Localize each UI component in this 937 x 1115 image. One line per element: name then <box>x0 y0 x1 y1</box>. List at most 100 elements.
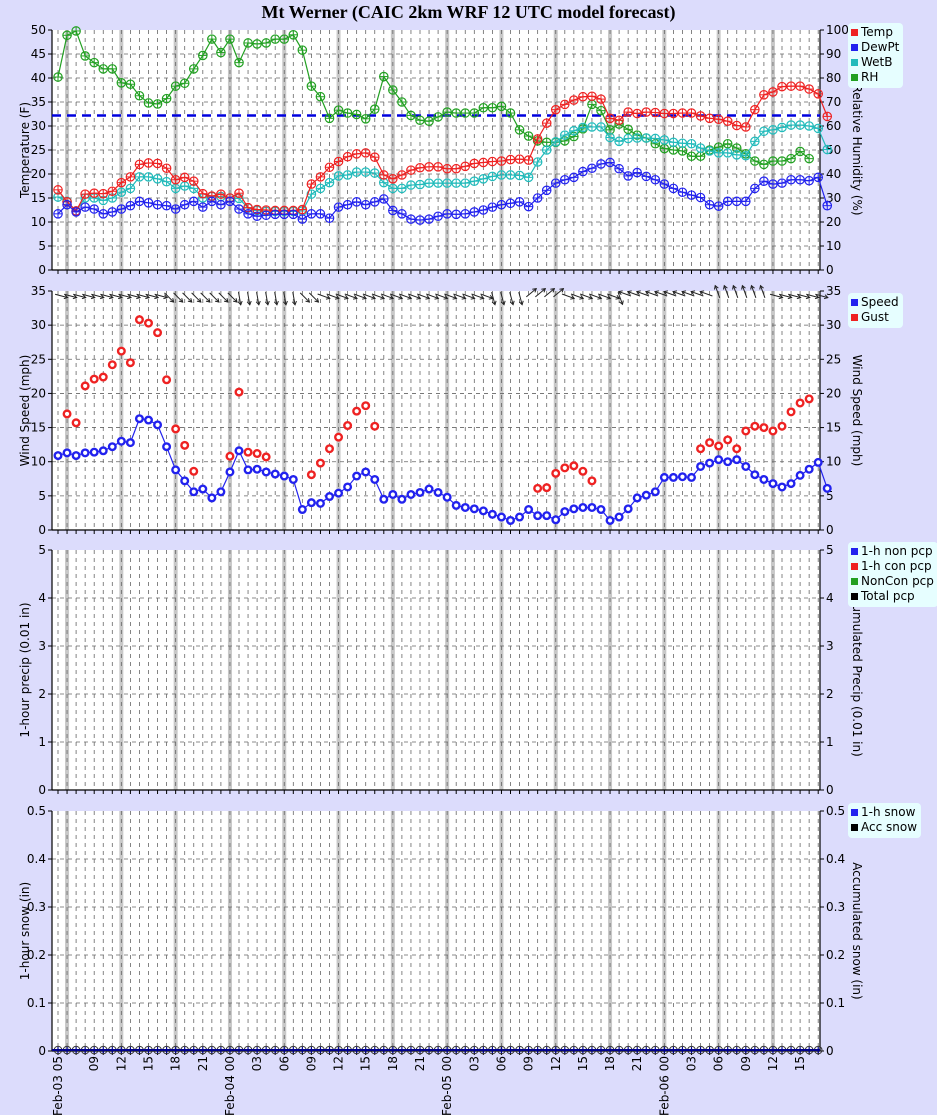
data-marker <box>125 358 135 368</box>
wind-arrow-head <box>461 294 467 300</box>
data-marker <box>333 105 344 115</box>
wind-arrow-head <box>136 294 141 300</box>
data-marker <box>306 470 316 480</box>
wind-arrow <box>91 293 104 299</box>
legend-item: 1-h non pcp <box>851 544 934 559</box>
data-marker <box>569 95 579 105</box>
legend-swatch <box>851 824 858 831</box>
data-marker <box>80 202 90 212</box>
data-marker <box>234 446 244 456</box>
ytick-label-right: 1 <box>826 735 834 749</box>
data-marker <box>107 360 117 370</box>
data-marker <box>306 179 317 189</box>
data-marker <box>107 186 118 197</box>
data-marker <box>732 455 742 465</box>
data-marker <box>686 151 697 162</box>
data-marker <box>252 39 262 49</box>
data-marker <box>596 122 606 132</box>
wind-arrow <box>760 285 766 298</box>
data-marker <box>723 435 733 445</box>
data-marker <box>107 64 118 74</box>
six-hour-bar <box>662 291 667 530</box>
data-marker <box>153 328 163 338</box>
data-marker <box>161 200 172 211</box>
data-marker <box>750 104 760 115</box>
wind-arrow <box>617 292 623 305</box>
wind-arrow-head <box>145 294 151 300</box>
wind-arrow-head <box>178 298 184 303</box>
wind-arrow-head <box>663 290 669 296</box>
wind-arrow <box>627 291 641 297</box>
data-marker <box>171 424 181 434</box>
data-marker <box>161 176 172 187</box>
data-marker <box>822 483 832 493</box>
data-marker <box>731 150 742 160</box>
ytick-label-left: 0.4 <box>27 852 46 866</box>
data-marker <box>152 99 163 109</box>
ytick-label-right: 0 <box>826 783 834 797</box>
wind-arrow-head <box>214 298 220 303</box>
legend-item: Speed <box>851 295 899 310</box>
data-marker <box>759 126 769 137</box>
data-marker <box>505 198 516 209</box>
ytick-label-left: 10 <box>31 215 46 229</box>
data-marker <box>514 170 525 181</box>
data-marker <box>306 498 316 508</box>
wind-arrow-head <box>154 294 160 300</box>
data-marker <box>80 51 90 61</box>
data-marker <box>786 407 796 417</box>
data-marker <box>424 178 434 188</box>
data-marker <box>713 114 724 125</box>
data-marker <box>360 148 371 158</box>
data-marker <box>315 172 326 182</box>
data-marker <box>279 34 290 44</box>
wind-arrow <box>553 288 564 298</box>
ylabel-left: 1-hour snow (in) <box>18 882 32 980</box>
x-tick-label: 18 <box>386 1056 400 1071</box>
data-marker <box>369 197 380 207</box>
data-marker <box>243 447 253 457</box>
ylabel-right: Accumulated Precip (0.01 in) <box>850 583 864 757</box>
ytick-label-left: 2 <box>38 687 46 701</box>
data-marker <box>370 474 380 484</box>
data-marker <box>777 178 787 188</box>
wind-arrow-head <box>570 294 576 300</box>
data-marker <box>578 166 588 177</box>
data-marker <box>632 133 642 143</box>
data-marker <box>505 108 516 118</box>
data-marker <box>324 177 335 188</box>
data-marker <box>89 447 99 457</box>
data-marker <box>460 108 471 118</box>
ytick-label-right: 80 <box>826 71 841 85</box>
wind-arrow-head <box>750 284 755 290</box>
wind-arrow <box>118 293 132 299</box>
wind-arrow-head <box>163 294 169 300</box>
data-marker <box>125 438 135 448</box>
data-marker <box>406 489 416 499</box>
data-marker <box>469 108 480 118</box>
wind-arrow <box>82 293 95 299</box>
wind-arrow-head <box>72 294 78 300</box>
ytick-label-right: 25 <box>826 352 841 366</box>
data-marker <box>216 189 226 199</box>
data-marker <box>161 93 172 104</box>
wind-arrow-head <box>237 300 243 306</box>
wind-arrow <box>535 288 546 298</box>
wind-arrow <box>672 291 686 297</box>
data-marker <box>524 505 534 515</box>
data-marker <box>207 34 217 44</box>
data-marker <box>333 202 344 212</box>
ytick-label-right: 5 <box>826 543 834 557</box>
legend-swatch <box>851 59 858 66</box>
data-marker <box>216 47 226 58</box>
legend-precip: 1-h non pcp 1-h con pcp NonCon pcp Total pc… <box>848 542 937 607</box>
data-marker <box>415 487 425 497</box>
data-marker <box>695 111 706 121</box>
data-marker <box>143 158 154 168</box>
data-marker <box>478 157 489 168</box>
data-marker <box>759 474 769 484</box>
data-marker <box>134 159 145 170</box>
data-marker <box>451 500 461 510</box>
legend-wind: Speed Gust <box>848 293 903 328</box>
x-tick-label: 06 <box>277 1056 291 1071</box>
